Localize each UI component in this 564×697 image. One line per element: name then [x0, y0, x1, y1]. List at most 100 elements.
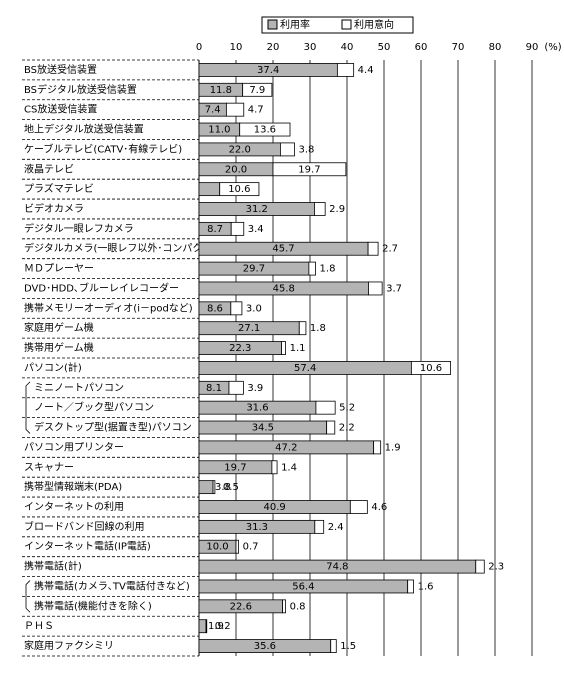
- value-label: 3.8: [298, 144, 314, 155]
- category-label: スキャナー: [24, 461, 74, 473]
- bar-segment: [308, 261, 316, 276]
- bar-segment: [198, 619, 207, 634]
- legend-label: 利用率: [280, 18, 310, 31]
- value-label: 34.5: [252, 423, 274, 434]
- value-label: 37.4: [257, 65, 279, 76]
- category-label: デジタルカメラ(一眼レフ以外･コンパクト): [24, 242, 216, 255]
- category-label: デジタル一眼レフカメラ: [24, 222, 134, 235]
- value-label: 1.6: [418, 581, 434, 592]
- category-label: プラズマテレビ: [24, 182, 94, 195]
- category-label: ケーブルテレビ(CATV･有線テレビ): [24, 142, 182, 155]
- bar-segment: [228, 380, 244, 395]
- bar-segment: [330, 639, 337, 653]
- bar-segment: [230, 221, 245, 236]
- category-label: 携帯メモリーオーディオ(i－podなど): [24, 301, 193, 314]
- bar-segment: [298, 321, 307, 336]
- value-label: 22.0: [229, 144, 251, 155]
- value-label: 4.4: [358, 65, 374, 76]
- value-label: 31.2: [246, 204, 268, 215]
- bar-segment: [239, 122, 291, 137]
- bar-segment: [219, 182, 260, 197]
- bar-segment: [272, 162, 347, 177]
- category-label: 携帯電話(カメラ､TV電話付きなど): [34, 579, 190, 592]
- category-label: 携帯型情報端末(PDA): [24, 480, 122, 493]
- bar-segment: [282, 599, 286, 614]
- x-tick-label: 20: [267, 42, 280, 53]
- x-tick-label: 40: [341, 42, 354, 53]
- value-label: 10.6: [420, 363, 442, 374]
- bar-segment: [230, 301, 243, 316]
- bar-segment: [242, 82, 273, 97]
- value-label: 56.4: [292, 581, 314, 592]
- bar-segment: [367, 241, 379, 256]
- legend-swatch: [341, 19, 352, 30]
- value-label: 1.8: [320, 264, 336, 275]
- value-label: 2.7: [382, 244, 398, 255]
- bar-segment: [212, 480, 216, 495]
- value-label: 0.8: [290, 601, 306, 612]
- bar-segment: [198, 480, 214, 495]
- category-label: 家庭用ファクシミリ: [24, 639, 114, 652]
- category-label: 携帯電話(機能付きを除く): [34, 599, 152, 612]
- category-label: デスクトップ型(据置き型)パソコン: [34, 421, 192, 434]
- value-label: 10.0: [206, 542, 228, 553]
- value-label: 13.6: [254, 125, 276, 136]
- category-label: ミニノートパソコン: [34, 382, 124, 394]
- category-label: 地上デジタル放送受信装置: [24, 123, 144, 136]
- bar-segment: [336, 63, 355, 77]
- value-label: 35.6: [254, 641, 276, 652]
- value-label: 11.8: [210, 85, 232, 96]
- category-label: ＭＤプレーヤー: [24, 263, 94, 275]
- value-label: 2.9: [329, 204, 345, 215]
- category-label: パソコン用プリンター: [24, 441, 124, 453]
- bar-segment: [205, 619, 208, 634]
- value-label: 1.8: [310, 323, 326, 334]
- category-label: ＰＨＳ: [24, 621, 54, 632]
- x-unit: (%): [544, 42, 561, 53]
- value-label: 3.4: [248, 224, 264, 235]
- category-label: DVD･HDD､ブルーレイレコーダー: [24, 281, 179, 294]
- category-label: パソコン(計): [24, 361, 82, 374]
- value-label: 22.3: [229, 343, 251, 354]
- bar-segment: [475, 559, 485, 574]
- category-label: インターネット電話(IP電話): [24, 540, 151, 553]
- bar-segment: [314, 519, 325, 534]
- bar-segment: [314, 202, 326, 216]
- bar-segment: [315, 400, 336, 415]
- value-label: 31.3: [246, 522, 268, 533]
- bar-segment: [373, 440, 382, 455]
- value-label: 45.8: [273, 283, 295, 294]
- category-label: ブロードバンド回線の利用: [24, 520, 145, 533]
- bar-segment: [235, 539, 239, 554]
- value-label: 1.4: [281, 462, 297, 473]
- value-label: 7.9: [249, 85, 265, 96]
- category-label: ノート／ブック型パソコン: [34, 401, 154, 414]
- legend-swatch: [267, 19, 278, 30]
- value-label: 19.7: [224, 462, 246, 473]
- bar-segment: [271, 460, 278, 475]
- x-tick-label: 60: [415, 42, 428, 53]
- value-label: 29.7: [243, 264, 265, 275]
- value-label: 3.0: [246, 303, 262, 314]
- x-tick-label: 50: [378, 42, 391, 53]
- value-label: 1.5: [340, 641, 356, 652]
- value-label: 2.4: [328, 522, 344, 533]
- value-label: 1.9: [385, 442, 401, 453]
- value-label: 0.7: [243, 542, 259, 553]
- value-label: 1.9: [208, 621, 224, 632]
- category-label: ビデオカメラ: [24, 202, 84, 215]
- value-label: 20.0: [225, 164, 247, 175]
- bracket: [25, 580, 31, 613]
- value-label: 0.2: [215, 621, 231, 632]
- value-label: 47.2: [275, 442, 297, 453]
- bar-segment: [407, 579, 414, 594]
- category-label: BS放送受信装置: [24, 63, 97, 76]
- value-label: 4.6: [371, 502, 387, 513]
- category-label: CS放送受信装置: [24, 103, 97, 116]
- value-label: 31.6: [246, 403, 268, 414]
- category-label: インターネットの利用: [24, 501, 124, 513]
- value-label: 74.8: [326, 562, 348, 573]
- x-tick-label: 70: [452, 42, 465, 53]
- value-label: 40.9: [264, 502, 286, 513]
